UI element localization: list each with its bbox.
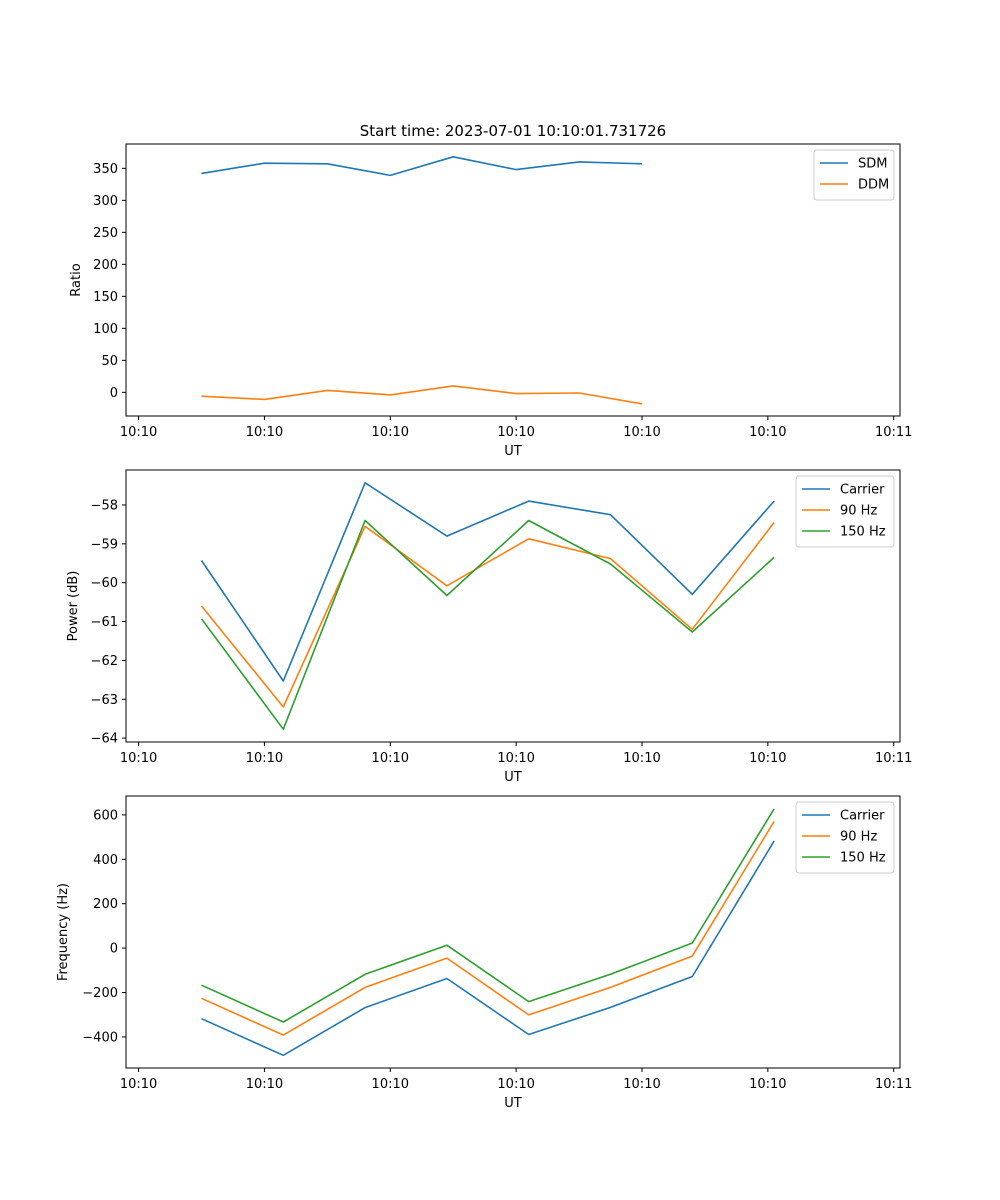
subplot-1: 10:10 10:10 10:10 10:10 10:10 10:10 10:11 0 50 10… [69,143,912,459]
legend-label: 150 Hz [840,525,886,540]
series-line-carrier [201,840,775,1057]
x-tick-label: 10:10 [497,425,534,440]
subplots: 10:10 10:10 10:10 10:10 10:10 10:10 10:11 0 50 10… [56,143,912,1111]
y-tick-label: 0 [110,386,118,401]
subplot-3: 10:10 10:10 10:10 10:10 10:10 10:10 10:11 −400 −… [56,795,912,1111]
y-tick-label: 200 [93,258,118,273]
legend-label: 90 Hz [840,830,877,845]
x-tick-label: 10:10 [623,751,660,766]
x-tick-label: 10:10 [246,751,283,766]
y-tick-label: 300 [93,194,118,209]
x-tick-label: 10:10 [372,751,409,766]
x-tick-label: 10:10 [120,751,157,766]
x-axis-label: UT [504,444,522,459]
y-tick-label: 400 [93,853,118,868]
x-tick-label: 10:10 [246,425,283,440]
y-tick-label: −62 [91,654,118,669]
axes-frame [125,469,901,743]
legend-label: Carrier [840,809,885,824]
legend-box [795,801,895,874]
y-tick-label: −59 [91,537,118,552]
figure-title: Start time: 2023-07-01 10:10:01.731726 [360,122,666,140]
y-axis-label: Frequency (Hz) [56,883,71,981]
legend-label: 150 Hz [840,851,886,866]
y-tick-label: 600 [93,808,118,823]
y-tick-label: −64 [91,732,118,747]
x-tick-label: 10:10 [246,1077,283,1092]
x-tick-label: 10:10 [497,751,534,766]
x-tick-label: 10:10 [623,425,660,440]
y-tick-label: −58 [91,498,118,513]
y-tick-label: 100 [93,322,118,337]
legend: SDM DDM [813,149,895,201]
y-axis-label: Ratio [69,263,84,296]
y-tick-label: 0 [110,942,118,957]
subplot-2: 10:10 10:10 10:10 10:10 10:10 10:10 10:11 −64 −6… [66,469,912,785]
x-tick-label: 10:10 [372,1077,409,1092]
y-tick-label: −60 [91,576,118,591]
y-tick-label: −400 [82,1030,118,1045]
x-axis-label: UT [504,1096,522,1111]
series-line-sdm [201,156,643,177]
y-tick-label: 350 [93,162,118,177]
legend: Carrier 90 Hz 150 Hz [795,801,895,874]
x-tick-label: 10:10 [120,1077,157,1092]
series-line-150-hz [200,519,775,731]
x-axis-label: UT [504,770,522,785]
y-tick-label: 50 [101,354,118,369]
x-tick-label: 10:11 [875,425,912,440]
x-tick-label: 10:10 [120,425,157,440]
x-tick-label: 10:10 [623,1077,660,1092]
x-tick-label: 10:10 [497,1077,534,1092]
legend-box [795,475,895,548]
y-tick-label: −200 [82,986,118,1001]
legend: Carrier 90 Hz 150 Hz [795,475,895,548]
legend-label: Carrier [840,483,885,498]
series-line-90-hz [201,821,775,1036]
legend-label: SDM [858,157,887,172]
y-tick-label: 200 [93,897,118,912]
y-tick-label: 250 [93,226,118,241]
y-tick-label: 150 [93,290,118,305]
x-tick-label: 10:11 [875,751,912,766]
legend-label: 90 Hz [840,504,877,519]
series-line-90-hz [200,522,775,708]
series-line-carrier [200,481,775,682]
series-line-150-hz [201,808,775,1023]
x-tick-label: 10:11 [875,1077,912,1092]
x-tick-label: 10:10 [372,425,409,440]
series-line-ddm [201,385,643,405]
x-tick-label: 10:10 [749,751,786,766]
legend-label: DDM [858,178,889,193]
axes-frame [125,795,901,1069]
y-tick-label: −63 [91,693,118,708]
x-tick-label: 10:10 [749,1077,786,1092]
y-tick-label: −61 [91,615,118,630]
y-axis-label: Power (dB) [66,571,81,642]
axes-frame [125,143,901,417]
x-tick-label: 10:10 [749,425,786,440]
